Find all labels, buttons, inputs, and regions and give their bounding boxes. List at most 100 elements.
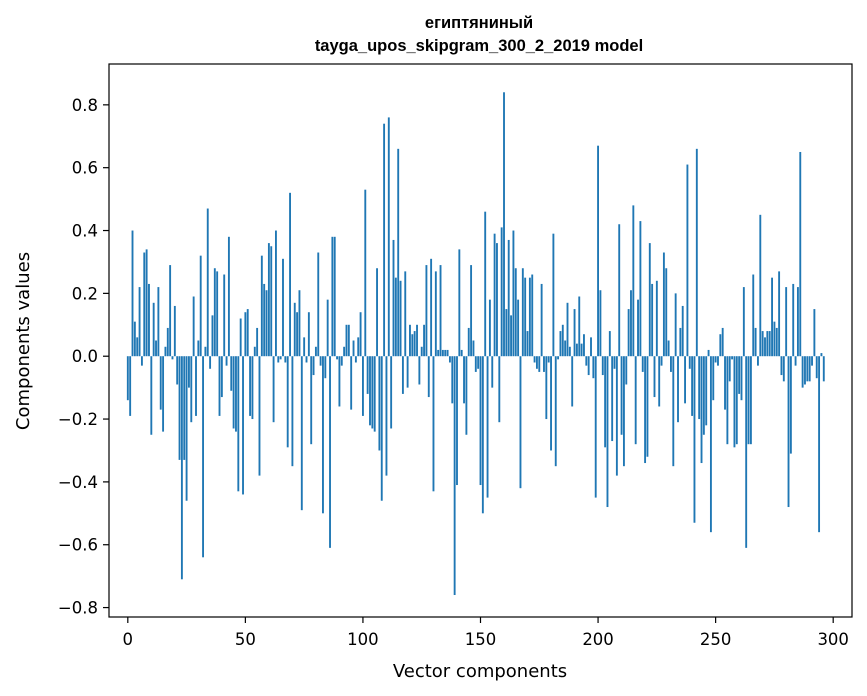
bar — [606, 356, 609, 508]
bar — [237, 356, 240, 492]
bar — [759, 214, 762, 357]
bar — [566, 302, 569, 357]
bar — [484, 211, 487, 357]
bar — [728, 356, 731, 382]
bar — [133, 321, 136, 357]
bar — [674, 293, 677, 357]
bar — [580, 343, 583, 357]
bar — [319, 356, 322, 366]
bar — [136, 337, 139, 357]
bar — [550, 356, 552, 451]
bar — [369, 356, 371, 426]
bar — [357, 337, 360, 357]
bar — [564, 340, 567, 357]
bar — [538, 356, 541, 372]
bar — [695, 148, 698, 357]
bar — [707, 349, 710, 357]
bar — [225, 356, 228, 366]
bar — [282, 258, 284, 357]
bar — [488, 299, 491, 357]
bar — [456, 356, 458, 486]
bar — [220, 356, 223, 398]
bar — [409, 324, 411, 357]
bar — [547, 356, 550, 363]
x-tick-label: 150 — [465, 630, 497, 649]
bar — [667, 340, 670, 357]
bar — [789, 356, 792, 454]
bar — [745, 356, 748, 548]
bar — [138, 287, 141, 357]
bar — [820, 353, 823, 357]
bar — [543, 356, 545, 372]
bar — [681, 305, 684, 357]
bar — [416, 324, 418, 357]
bar — [714, 356, 717, 363]
bar — [380, 356, 383, 501]
bar — [493, 233, 496, 357]
bar — [411, 334, 414, 357]
bar — [679, 327, 682, 357]
bar — [510, 315, 513, 357]
bar — [719, 334, 722, 357]
bar — [512, 230, 515, 357]
bar — [757, 356, 759, 366]
bar — [526, 331, 529, 357]
bar — [698, 356, 701, 420]
bar — [691, 356, 694, 416]
bar — [277, 356, 280, 363]
bar — [446, 349, 449, 357]
bar — [437, 349, 440, 357]
bar — [253, 346, 256, 357]
bar — [653, 356, 656, 398]
bar — [387, 117, 390, 357]
bar — [195, 356, 197, 416]
bar — [670, 356, 672, 372]
bars-group — [126, 92, 825, 596]
bar — [329, 356, 331, 548]
bar — [366, 356, 369, 394]
bar — [583, 334, 585, 357]
bar — [630, 290, 632, 357]
bar — [394, 277, 397, 357]
bar — [279, 356, 282, 360]
bar — [608, 331, 611, 357]
bar — [126, 356, 129, 401]
bar — [498, 356, 501, 423]
bar — [655, 280, 658, 357]
bar — [303, 337, 306, 357]
bar — [531, 274, 534, 357]
bar — [811, 356, 813, 366]
y-axis-ticks: −0.8 −0.6 −0.4 −0.2 0.0 0.2 0.4 0.6 0.8 — [58, 96, 109, 618]
bar — [406, 356, 409, 388]
bar — [766, 331, 769, 357]
bar — [413, 331, 416, 357]
bar — [401, 356, 404, 394]
bar — [747, 356, 750, 445]
bar — [150, 356, 153, 435]
bar — [314, 346, 317, 357]
bar — [709, 356, 712, 533]
bar — [296, 312, 299, 357]
bar — [557, 356, 560, 360]
bar — [425, 265, 428, 357]
bar — [780, 356, 783, 376]
x-tick-label: 200 — [582, 630, 614, 649]
bar — [726, 356, 729, 445]
bar — [651, 283, 654, 357]
bar — [787, 356, 790, 508]
bar — [677, 356, 679, 423]
bar — [213, 268, 216, 357]
bar — [275, 230, 277, 357]
bar — [639, 221, 642, 357]
bar — [632, 205, 635, 357]
bar — [782, 356, 785, 382]
bar — [190, 356, 193, 423]
bar — [444, 349, 447, 357]
y-tick-label: 0.4 — [72, 222, 98, 241]
bar — [376, 268, 378, 357]
bar — [822, 356, 825, 382]
bar — [752, 274, 755, 357]
bar — [672, 356, 675, 467]
bar — [665, 268, 668, 357]
bar — [239, 318, 242, 357]
